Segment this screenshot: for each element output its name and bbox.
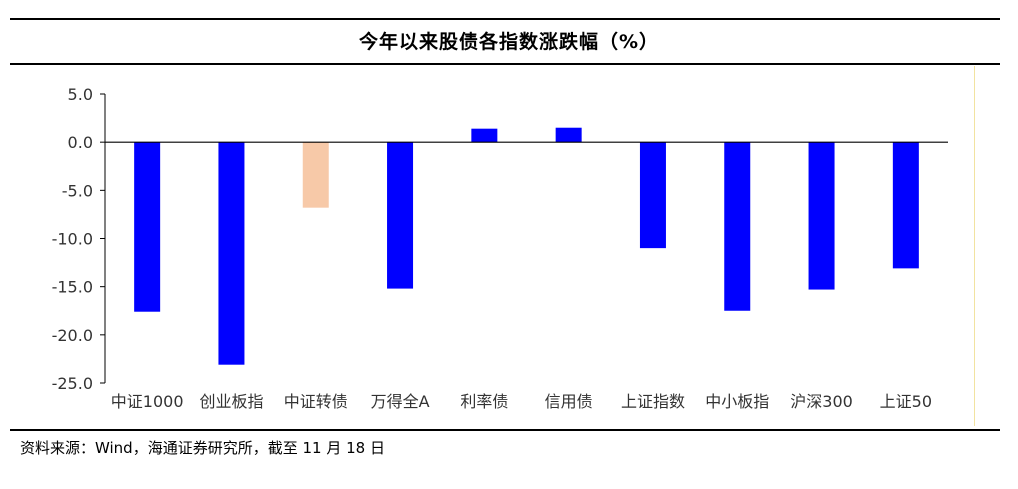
chart-title: 今年以来股债各指数涨跌幅（%）: [358, 31, 660, 53]
bar: [639, 142, 666, 249]
bar: [724, 142, 751, 311]
y-tick-label: -5.0: [62, 181, 93, 200]
x-tick-label: 利率债: [460, 392, 508, 411]
plot-border-line: [974, 66, 975, 426]
y-tick-label: -15.0: [52, 278, 93, 297]
bar: [808, 142, 835, 290]
bar: [555, 127, 582, 143]
bar: [218, 142, 245, 365]
y-tick-label: -10.0: [52, 230, 93, 249]
x-tick-label: 中证1000: [111, 392, 184, 411]
bottom-rule: [10, 429, 1000, 431]
x-tick-label: 上证50: [880, 392, 932, 411]
x-tick-label: 沪深300: [790, 392, 853, 411]
top-rule: [10, 18, 1000, 20]
bar-chart: 5.0 0.0 -5.0 -10.0 -15.0 -20.0 -25.0 中证1000 创业板指…: [52, 85, 948, 411]
y-tick-label: 0.0: [68, 133, 93, 152]
bar: [471, 128, 498, 143]
source-note: 资料来源：Wind，海通证券研究所，截至 11 月 18 日: [20, 439, 385, 457]
bar: [892, 142, 919, 269]
y-tick-label: -25.0: [52, 374, 93, 393]
x-tick-label: 中小板指: [705, 392, 769, 411]
x-tick-label: 万得全A: [371, 392, 430, 411]
bar: [134, 142, 161, 312]
x-tick-label: 创业板指: [199, 392, 263, 411]
x-tick-label: 信用债: [545, 392, 593, 411]
bar: [387, 142, 414, 289]
x-tick-label: 中证转债: [284, 392, 348, 411]
title-rule: [10, 63, 1000, 65]
y-tick-label: -20.0: [52, 326, 93, 345]
x-tick-label: 上证指数: [621, 392, 685, 411]
y-tick-label: 5.0: [68, 85, 93, 104]
bar: [302, 142, 329, 208]
